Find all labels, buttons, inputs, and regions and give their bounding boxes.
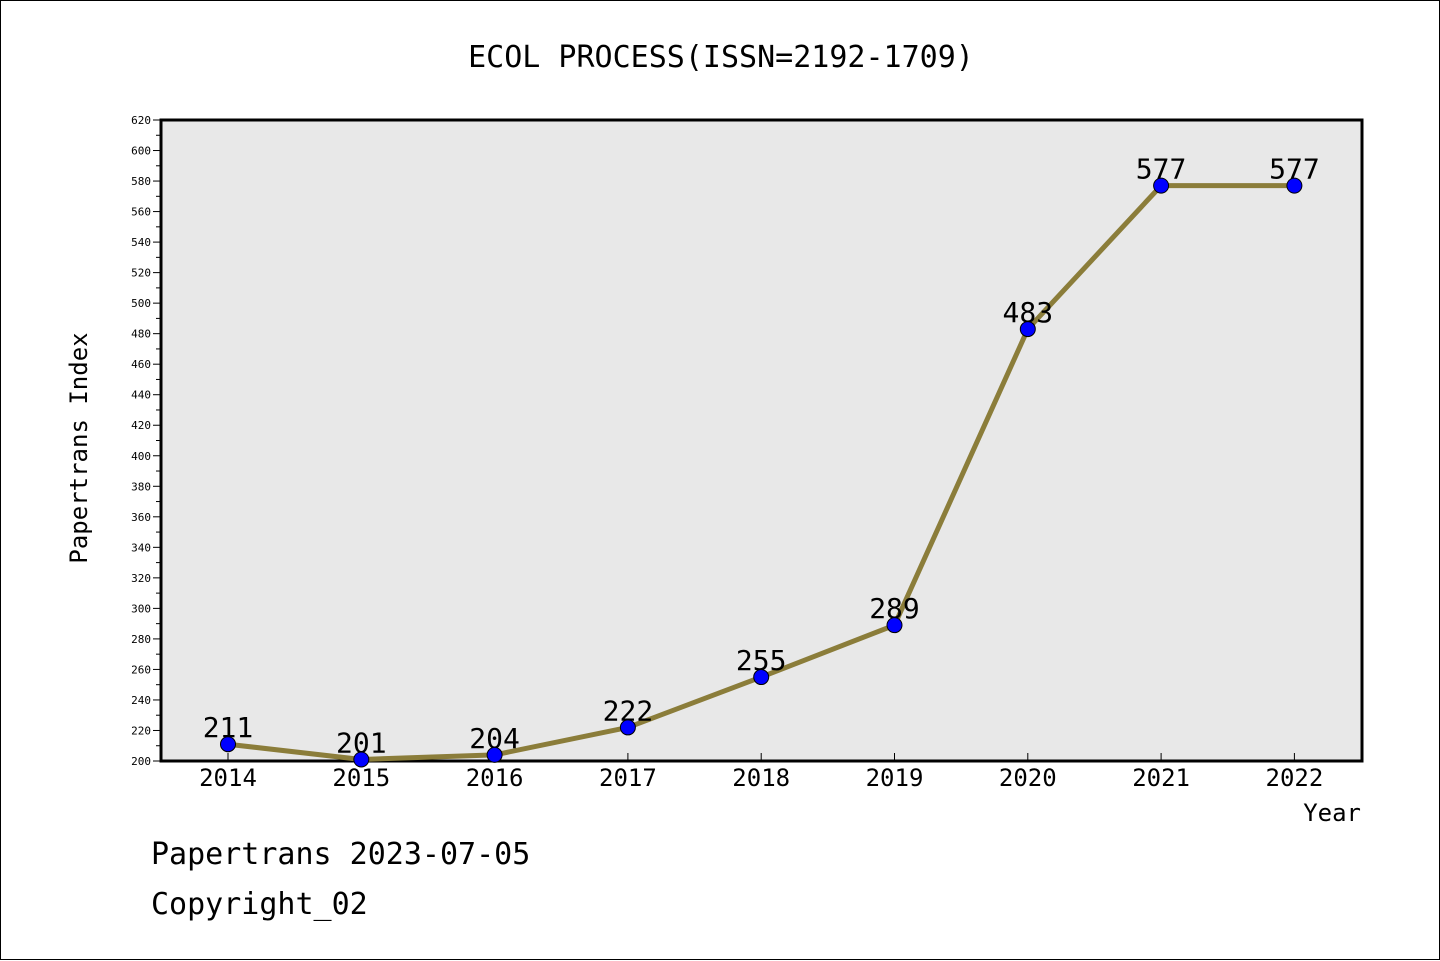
data-point — [353, 751, 370, 768]
data-point — [1286, 177, 1303, 194]
y-tick-label: 200 — [131, 755, 151, 768]
y-tick-label: 580 — [131, 175, 151, 188]
y-tick-label: 600 — [131, 145, 151, 158]
data-point — [1019, 321, 1036, 338]
y-tick-label: 320 — [131, 572, 151, 585]
x-tick-label: 2021 — [1132, 764, 1190, 792]
data-point — [619, 719, 636, 736]
y-tick-label: 520 — [131, 267, 151, 280]
y-tick-label: 340 — [131, 541, 151, 554]
footer-date: Papertrans 2023-07-05 — [151, 837, 531, 872]
data-point — [220, 736, 236, 753]
y-tick-label: 220 — [131, 724, 151, 737]
y-tick-label: 420 — [131, 419, 151, 432]
x-axis-label: Year — [1303, 799, 1361, 827]
y-tick-label: 540 — [131, 236, 151, 249]
x-tick-label: 2019 — [866, 764, 924, 792]
y-tick-label: 240 — [131, 694, 151, 707]
y-tick-label: 480 — [131, 328, 151, 341]
y-tick-label: 400 — [131, 450, 151, 463]
data-point — [486, 746, 503, 763]
x-tick-label: 2022 — [1266, 764, 1324, 792]
data-point — [753, 669, 770, 686]
y-tick-label: 280 — [131, 633, 151, 646]
data-point — [886, 617, 903, 634]
y-tick-label: 440 — [131, 389, 151, 402]
chart-title: ECOL PROCESS(ISSN=2192-1709) — [468, 40, 974, 75]
footer-copyright: Copyright_02 — [151, 887, 368, 922]
x-tick-label: 2014 — [199, 764, 257, 792]
x-tick-label: 2020 — [999, 764, 1057, 792]
x-tick-label: 2016 — [466, 764, 524, 792]
x-tick-label: 2015 — [332, 764, 390, 792]
y-tick-label: 620 — [131, 114, 151, 127]
y-tick-label: 560 — [131, 206, 151, 219]
y-tick-label: 360 — [131, 511, 151, 524]
y-tick-label: 300 — [131, 602, 151, 615]
y-tick-label: 260 — [131, 663, 151, 676]
plot-area — [159, 118, 1364, 763]
x-axis: 2014 2015 2016 2017 2018 2019 2020 2021 2022 — [199, 753, 1323, 792]
y-axis-label: Papertrans Index — [65, 332, 93, 563]
x-tick-label: 2018 — [732, 764, 790, 792]
x-tick-label: 2017 — [599, 764, 657, 792]
y-tick-label: 380 — [131, 480, 151, 493]
data-point — [1153, 177, 1170, 194]
y-axis: 200 220 240 260 280 300 320 340 360 380 400 420 440 4… — [131, 114, 161, 768]
y-tick-label: 500 — [131, 297, 151, 310]
y-tick-label: 460 — [131, 358, 151, 371]
